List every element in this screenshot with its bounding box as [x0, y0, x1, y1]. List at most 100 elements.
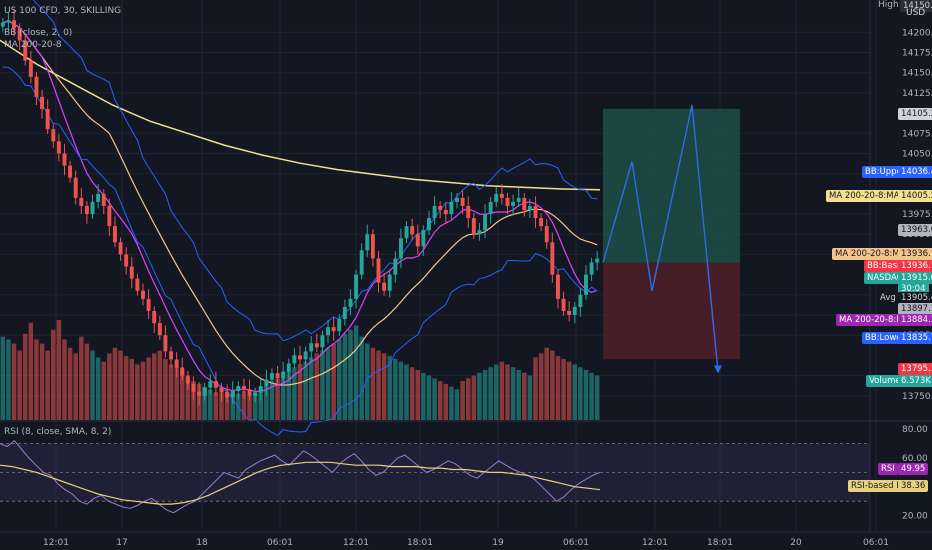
candle-layer[interactable] [0, 10, 600, 406]
candle-body[interactable] [174, 359, 179, 368]
candle-body[interactable] [505, 197, 510, 206]
candle-body[interactable] [533, 205, 538, 219]
candle-body[interactable] [539, 218, 544, 227]
candle-body[interactable] [185, 375, 190, 384]
candle-body[interactable] [292, 355, 297, 364]
candle-body[interactable] [572, 306, 577, 315]
candle-body[interactable] [398, 238, 403, 259]
candle-body[interactable] [135, 278, 140, 291]
candle-body[interactable] [555, 274, 560, 299]
candle-body[interactable] [213, 381, 218, 388]
candle-body[interactable] [314, 343, 319, 348]
candle-body[interactable] [522, 197, 527, 210]
candle-body[interactable] [516, 197, 521, 202]
candle-body[interactable] [275, 373, 280, 378]
legend-bb[interactable]: BB (close, 2, 0) [4, 28, 72, 39]
candle-body[interactable] [303, 351, 308, 360]
candle-body[interactable] [56, 141, 61, 154]
candle-body[interactable] [281, 371, 286, 378]
candle-body[interactable] [438, 205, 443, 210]
legend-rsi[interactable]: RSI (8, close, SMA, 8, 2) [4, 427, 111, 438]
candle-body[interactable] [101, 193, 106, 206]
candle-body[interactable] [354, 274, 359, 299]
candle-body[interactable] [236, 386, 241, 391]
candle-body[interactable] [28, 60, 33, 77]
candle-body[interactable] [387, 274, 392, 291]
candle-body[interactable] [180, 367, 185, 376]
candle-body[interactable] [230, 390, 235, 398]
candle-body[interactable] [202, 387, 207, 396]
candle-body[interactable] [455, 197, 459, 202]
candle-body[interactable] [45, 109, 50, 130]
candle-body[interactable] [376, 258, 381, 283]
candle-body[interactable] [309, 343, 314, 352]
candle-body[interactable] [264, 379, 269, 387]
candle-body[interactable] [449, 201, 454, 215]
candle-body[interactable] [124, 254, 129, 267]
legend-ma[interactable]: MA 200-20-8 [4, 40, 62, 51]
candle-body[interactable] [112, 226, 117, 243]
candle-body[interactable] [107, 205, 112, 227]
candle-body[interactable] [62, 153, 67, 166]
candle-body[interactable] [494, 193, 499, 202]
candle-body[interactable] [544, 226, 549, 243]
candle-body[interactable] [561, 298, 566, 311]
candle-body[interactable] [0, 22, 5, 27]
candle-body[interactable] [365, 234, 370, 251]
candle-body[interactable] [410, 226, 415, 235]
candle-body[interactable] [477, 230, 482, 235]
candle-body[interactable] [483, 214, 488, 231]
candle-body[interactable] [225, 391, 230, 398]
candle-body[interactable] [270, 373, 274, 380]
candle-body[interactable] [146, 298, 151, 311]
candle-body[interactable] [584, 274, 588, 295]
candle-body[interactable] [460, 197, 465, 206]
candle-body[interactable] [337, 319, 342, 332]
candle-body[interactable] [40, 96, 45, 110]
candle-body[interactable] [527, 205, 532, 210]
candle-body[interactable] [191, 383, 196, 392]
candle-body[interactable] [51, 129, 56, 142]
candle-body[interactable] [415, 234, 420, 247]
candle-body[interactable] [348, 298, 353, 307]
candle-body[interactable] [589, 262, 594, 275]
candle-body[interactable] [17, 28, 22, 41]
candle-body[interactable] [34, 76, 39, 97]
candle-body[interactable] [247, 389, 252, 396]
candle-body[interactable] [404, 226, 409, 239]
candle-body[interactable] [359, 250, 364, 275]
candle-body[interactable] [466, 205, 471, 219]
candle-body[interactable] [382, 282, 387, 291]
candle-body[interactable] [84, 205, 89, 215]
candle-body[interactable] [90, 201, 95, 215]
candle-body[interactable] [152, 310, 157, 324]
candle-body[interactable] [219, 387, 224, 392]
candle-body[interactable] [286, 363, 291, 372]
candle-body[interactable] [298, 355, 302, 360]
candle-body[interactable] [118, 242, 123, 255]
candle-body[interactable] [241, 386, 246, 390]
candle-body[interactable] [370, 234, 375, 259]
candle-body[interactable] [342, 306, 347, 320]
candle-body[interactable] [567, 310, 572, 315]
candle-body[interactable] [157, 323, 162, 336]
candle-body[interactable] [499, 193, 504, 198]
candle-body[interactable] [23, 40, 28, 61]
candle-body[interactable] [393, 258, 398, 275]
candle-body[interactable] [141, 290, 145, 299]
candle-body[interactable] [511, 201, 516, 206]
candle-body[interactable] [12, 20, 16, 29]
currency-label[interactable]: USD [906, 8, 926, 18]
candle-body[interactable] [578, 294, 583, 307]
candle-body[interactable] [471, 218, 476, 235]
candle-body[interactable] [96, 193, 101, 202]
candle-body[interactable] [169, 351, 173, 360]
candle-body[interactable] [253, 392, 258, 396]
candle-body[interactable] [208, 381, 213, 388]
candle-body[interactable] [79, 197, 84, 206]
candle-body[interactable] [595, 258, 600, 263]
candle-body[interactable] [320, 335, 325, 348]
candle-body[interactable] [488, 201, 493, 215]
candle-body[interactable] [73, 177, 78, 198]
